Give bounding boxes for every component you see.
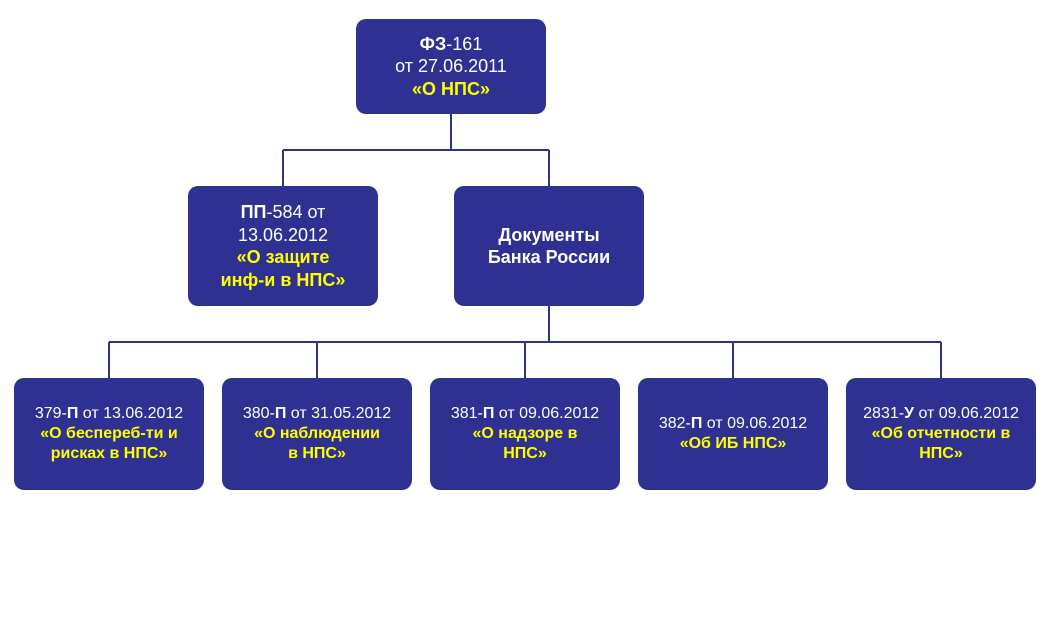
text: 13.06.2012 (103, 405, 183, 422)
text: от (702, 415, 727, 432)
text: от (494, 405, 519, 422)
node-379p: 379-П от 13.06.2012 «О беспереб-ти и рис… (14, 378, 204, 490)
text: от (914, 405, 939, 422)
node-title: «Об ИБ НПС» (680, 434, 787, 454)
node-2831u: 2831-У от 09.06.2012 «Об отчетности в НП… (846, 378, 1036, 490)
text: от (395, 56, 418, 76)
node-title: инф-и в НПС» (221, 269, 346, 292)
node-381p: 381-П от 09.06.2012 «О надзоре в НПС» (430, 378, 620, 490)
text: 13.06.2012 (238, 224, 328, 247)
text: Банка России (488, 246, 610, 269)
text: от (286, 405, 311, 422)
node-title: НПС» (503, 444, 547, 464)
text: П (275, 405, 287, 422)
text: -161 (446, 34, 482, 54)
text: 27.06.2011 (418, 56, 507, 76)
node-title: «О беспереб-ти и (40, 424, 177, 444)
text: 381- (451, 405, 483, 422)
org-chart-canvas: ФЗ-161 от 27.06.2011 «О НПС» ПП-584 от 1… (0, 0, 1043, 642)
node-380p: 380-П от 31.05.2012 «О наблюдении в НПС» (222, 378, 412, 490)
node-cbr-docs: Документы Банка России (454, 186, 644, 306)
text: ФЗ (420, 34, 447, 54)
text: П (67, 405, 79, 422)
text: 380- (243, 405, 275, 422)
text: 382- (659, 415, 691, 432)
node-title: в НПС» (288, 444, 346, 464)
node-title: «О НПС» (412, 78, 490, 101)
text: 379- (35, 405, 67, 422)
node-title: «Об отчетности в (872, 424, 1011, 444)
node-title: НПС» (919, 444, 963, 464)
node-pp584: ПП-584 от 13.06.2012 «О защите инф-и в Н… (188, 186, 378, 306)
text: ПП (241, 202, 267, 222)
text: 2831- (863, 405, 904, 422)
text: от (78, 405, 103, 422)
text: 09.06.2012 (519, 405, 599, 422)
node-382p: 382-П от 09.06.2012 «Об ИБ НПС» (638, 378, 828, 490)
text: -584 от (266, 202, 325, 222)
text: П (483, 405, 495, 422)
node-title: «О наблюдении (254, 424, 380, 444)
text: 31.05.2012 (311, 405, 391, 422)
text: У (904, 405, 914, 422)
text: Документы (498, 224, 599, 247)
text: 09.06.2012 (939, 405, 1019, 422)
node-title: рисках в НПС» (51, 444, 168, 464)
node-title: «О надзоре в (473, 424, 578, 444)
node-title: «О защите (237, 246, 330, 269)
text: П (691, 415, 703, 432)
node-root-fz161: ФЗ-161 от 27.06.2011 «О НПС» (356, 19, 546, 114)
text: 09.06.2012 (727, 415, 807, 432)
